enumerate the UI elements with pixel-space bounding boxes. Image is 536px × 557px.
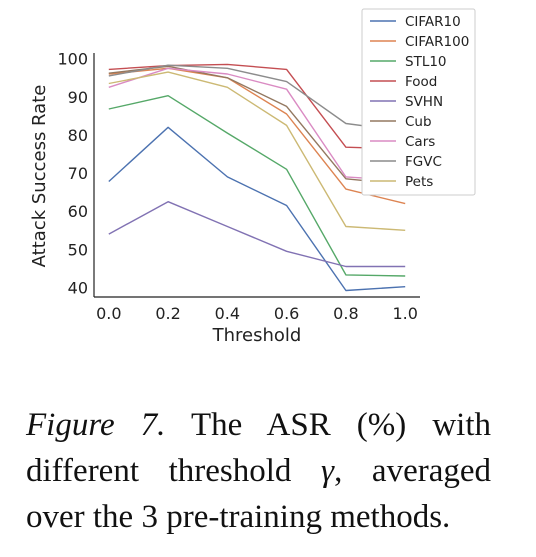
- x-tick-label: 0.0: [96, 304, 121, 323]
- threshold-symbol: γ: [321, 453, 335, 489]
- series-line-fgvc: [108, 64, 406, 132]
- y-tick-label: 50: [68, 240, 88, 259]
- legend-entry-svhn: SVHN: [405, 94, 443, 110]
- tick-labels: 0.0 0.2 0.4 0.6 0.8 1.0 40 50 60 70 80 90 100: [57, 50, 417, 323]
- y-tick-label: 60: [68, 202, 88, 221]
- series-line-food: [108, 63, 406, 150]
- legend-entry-cifar10: CIFAR10: [405, 14, 461, 30]
- legend-entry-cars: Cars: [405, 134, 435, 150]
- x-tick-label: 1.0: [392, 304, 417, 323]
- caption-text-end: , averaged over the 3 pre-training metho…: [26, 453, 491, 535]
- y-tick-label: 40: [68, 278, 88, 297]
- y-tick-label: 100: [57, 50, 88, 69]
- x-tick-label: 0.4: [215, 304, 240, 323]
- plot-area: [108, 63, 406, 292]
- line-chart: 0.0 0.2 0.4 0.6 0.8 1.0 40 50 60 70 80 90 100 Thresh…: [29, 8, 476, 346]
- y-tick-label: 80: [68, 126, 88, 145]
- legend-entry-cifar100: CIFAR100: [405, 34, 469, 50]
- figure-label: Figure 7.: [26, 407, 166, 443]
- y-tick-label: 90: [68, 88, 88, 107]
- y-tick-label: 70: [68, 164, 88, 183]
- legend-frame: [361, 8, 476, 196]
- x-tick-label: 0.2: [155, 304, 180, 323]
- caption-text-start: The ASR (%) with different threshold: [26, 407, 492, 489]
- series-line-stl10: [108, 94, 406, 277]
- axes: [93, 53, 420, 298]
- x-tick-label: 0.6: [274, 304, 299, 323]
- legend-entry-fgvc: FGVC: [405, 154, 442, 170]
- legend-entry-food: Food: [405, 74, 437, 90]
- legend: CIFAR10 CIFAR100 STL10 Food SVHN Cub Cars FGVC P…: [361, 8, 476, 196]
- series-line-cars: [108, 67, 406, 182]
- x-axis-title: Threshold: [212, 325, 302, 346]
- legend-entry-pets: Pets: [405, 174, 433, 190]
- series-line-cifar100: [108, 67, 406, 205]
- y-axis-title: Attack Success Rate: [29, 85, 50, 268]
- series-line-cifar10: [108, 126, 406, 292]
- legend-entry-stl10: STL10: [405, 54, 447, 70]
- x-tick-label: 0.8: [333, 304, 358, 323]
- figure-caption: Figure 7. The ASR (%) with different thr…: [26, 402, 491, 540]
- series-line-svhn: [108, 200, 406, 268]
- legend-entry-cub: Cub: [405, 114, 432, 130]
- series-line-pets: [108, 71, 406, 231]
